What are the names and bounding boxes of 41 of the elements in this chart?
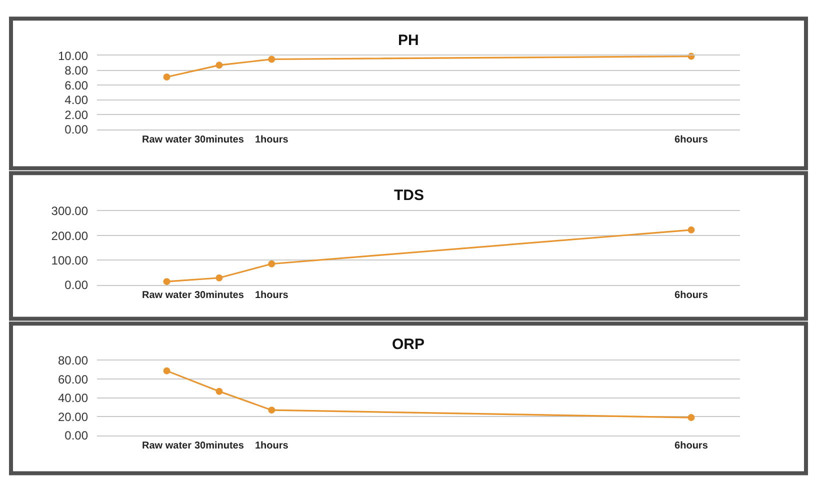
- x-tick-label: 1hours: [254, 134, 289, 146]
- point: [268, 406, 276, 414]
- x-tick-label: Raw water: [142, 290, 192, 301]
- chart-title: TDS: [394, 187, 424, 204]
- y-tick-label: 8.00: [64, 64, 88, 78]
- point: [216, 388, 223, 395]
- y-tick-label: 80.00: [58, 354, 88, 368]
- y-tick-label: 300.00: [51, 204, 88, 218]
- y-tick-label: 100.00: [51, 253, 88, 268]
- chart-title: PH: [398, 32, 419, 49]
- chart-title: ORP: [392, 336, 425, 353]
- x-tick-label: 1hours: [254, 290, 289, 301]
- y-tick-label: 4.00: [64, 93, 88, 108]
- x-tick-label: 30minutes: [194, 290, 244, 301]
- y-tick-label: 0.00: [64, 122, 88, 137]
- y-tick-label: 40.00: [58, 391, 88, 406]
- y-tick-label: 0.00: [64, 428, 88, 443]
- point: [163, 367, 170, 374]
- point: [216, 62, 223, 69]
- point: [688, 226, 695, 234]
- x-tick-label: 6hours: [674, 440, 708, 452]
- x-tick-label: Raw water: [142, 134, 192, 146]
- point: [268, 56, 276, 63]
- y-tick-label: 10.00: [58, 48, 88, 63]
- y-tick-label: 2.00: [64, 108, 88, 122]
- point: [163, 73, 170, 80]
- x-tick-label: 30minutes: [194, 440, 244, 452]
- x-tick-label: 6hours: [674, 290, 708, 301]
- point: [688, 414, 695, 422]
- x-tick-label: Raw water: [142, 440, 192, 452]
- point: [216, 274, 223, 282]
- y-tick-label: 0.00: [64, 278, 88, 292]
- x-tick-label: 6hours: [674, 134, 708, 146]
- y-tick-label: 20.00: [58, 410, 88, 424]
- point: [268, 260, 276, 268]
- x-tick-label: 1hours: [254, 440, 289, 452]
- point: [163, 278, 170, 286]
- y-tick-label: 200.00: [51, 228, 88, 243]
- y-tick-label: 6.00: [64, 78, 88, 92]
- x-tick-label: 30minutes: [194, 134, 244, 146]
- y-tick-label: 60.00: [58, 372, 88, 386]
